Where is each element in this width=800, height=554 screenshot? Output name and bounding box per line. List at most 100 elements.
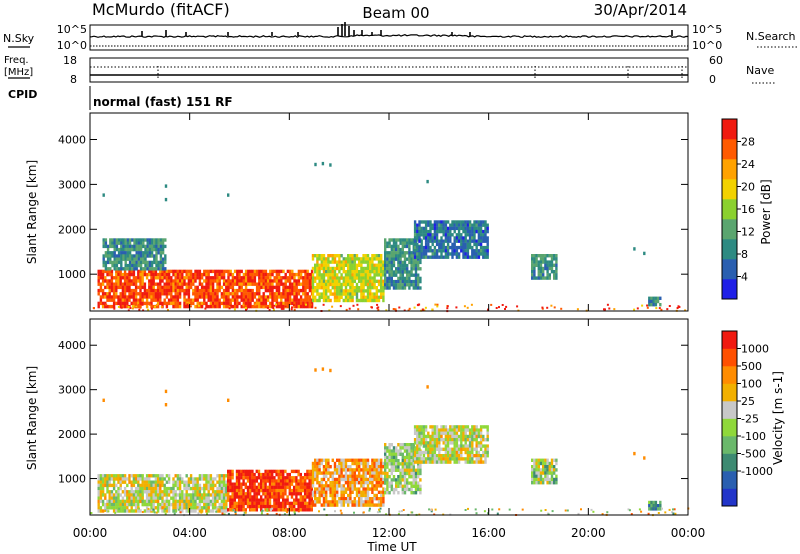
data-cell <box>484 223 487 227</box>
data-cell <box>466 447 470 451</box>
data-cell <box>238 301 241 306</box>
data-cell <box>156 483 160 488</box>
data-cell <box>306 492 309 496</box>
data-cell <box>403 455 407 460</box>
data-cell <box>410 283 413 287</box>
data-cell <box>410 455 413 460</box>
data-cell <box>110 288 114 293</box>
data-cell <box>172 304 175 309</box>
data-cell <box>291 306 293 309</box>
data-cell <box>255 498 258 502</box>
data-cell <box>384 263 387 268</box>
data-cell <box>331 484 334 488</box>
data-cell <box>187 269 191 274</box>
data-cell <box>275 298 279 302</box>
data-cell <box>258 272 261 277</box>
data-cell <box>101 486 105 491</box>
data-cell <box>320 273 323 277</box>
data-cell <box>638 508 641 511</box>
data-cell <box>284 279 287 283</box>
data-cell <box>546 273 549 277</box>
data-cell <box>106 502 109 507</box>
nave-label: Nave <box>746 64 774 77</box>
data-cell <box>271 288 274 293</box>
data-cell <box>424 441 428 445</box>
noise-right-label: N.Search <box>746 30 796 43</box>
data-cell <box>167 486 171 491</box>
data-cell <box>380 260 383 264</box>
data-cell <box>395 244 398 249</box>
data-cell <box>542 266 545 271</box>
data-cell <box>322 503 326 507</box>
data-cell <box>431 444 434 448</box>
data-cell <box>170 490 173 494</box>
data-cell <box>482 239 485 243</box>
data-cell <box>242 304 245 307</box>
data-cell <box>390 481 393 485</box>
data-cell <box>435 252 439 256</box>
data-cell <box>231 504 234 509</box>
data-cell <box>342 465 345 469</box>
data-cell <box>338 461 341 466</box>
data-cell <box>207 276 210 280</box>
colorbar-segment <box>722 219 737 240</box>
data-cell <box>293 304 296 309</box>
data-cell <box>427 454 430 458</box>
data-cell <box>157 251 160 255</box>
data-cell <box>347 477 350 482</box>
data-cell <box>150 247 154 252</box>
data-cell <box>240 476 243 480</box>
data-cell <box>466 457 470 461</box>
data-cell <box>392 254 396 258</box>
data-cell <box>187 480 191 484</box>
data-cell <box>451 447 454 451</box>
data-cell <box>533 474 536 478</box>
data-cell <box>366 270 370 274</box>
data-cell <box>119 486 122 491</box>
data-cell <box>320 471 323 475</box>
data-cell <box>413 438 417 442</box>
data-cell <box>546 474 549 478</box>
data-cell <box>266 288 270 293</box>
data-cell <box>275 292 279 296</box>
data-cell <box>232 509 235 512</box>
data-cell <box>240 295 243 299</box>
data-cell <box>211 288 215 293</box>
data-cell <box>311 254 315 258</box>
data-cell <box>327 282 330 287</box>
data-cell <box>397 478 400 482</box>
data-cell <box>403 286 407 290</box>
data-cell <box>220 493 224 497</box>
data-cell <box>397 247 400 252</box>
data-cell <box>134 486 138 491</box>
data-cell <box>385 513 388 516</box>
colorbar-tick-label: 12 <box>741 226 755 239</box>
data-cell <box>464 223 467 227</box>
data-cell <box>207 282 210 286</box>
data-cell <box>364 461 367 466</box>
data-cell <box>214 493 217 497</box>
data-cell <box>143 502 147 507</box>
data-cell <box>548 254 551 258</box>
data-cell <box>413 425 417 429</box>
data-cell <box>273 501 276 506</box>
data-cell <box>360 276 363 280</box>
data-cell <box>174 483 177 488</box>
data-cell <box>406 487 409 492</box>
data-cell <box>375 263 378 267</box>
data-cell <box>349 266 352 271</box>
data-cell <box>123 298 127 302</box>
data-cell <box>320 295 323 299</box>
data-cell <box>121 295 125 299</box>
data-cell <box>414 468 418 472</box>
data-cell <box>260 285 263 290</box>
data-cell <box>139 263 143 268</box>
data-cell <box>399 260 402 265</box>
data-cell <box>227 495 230 499</box>
data-cell <box>531 257 534 261</box>
data-cell <box>360 273 363 277</box>
x-tick-label: 08:00 <box>272 526 307 540</box>
data-cell <box>194 496 197 500</box>
data-cell <box>148 288 151 293</box>
data-cell <box>318 497 321 501</box>
